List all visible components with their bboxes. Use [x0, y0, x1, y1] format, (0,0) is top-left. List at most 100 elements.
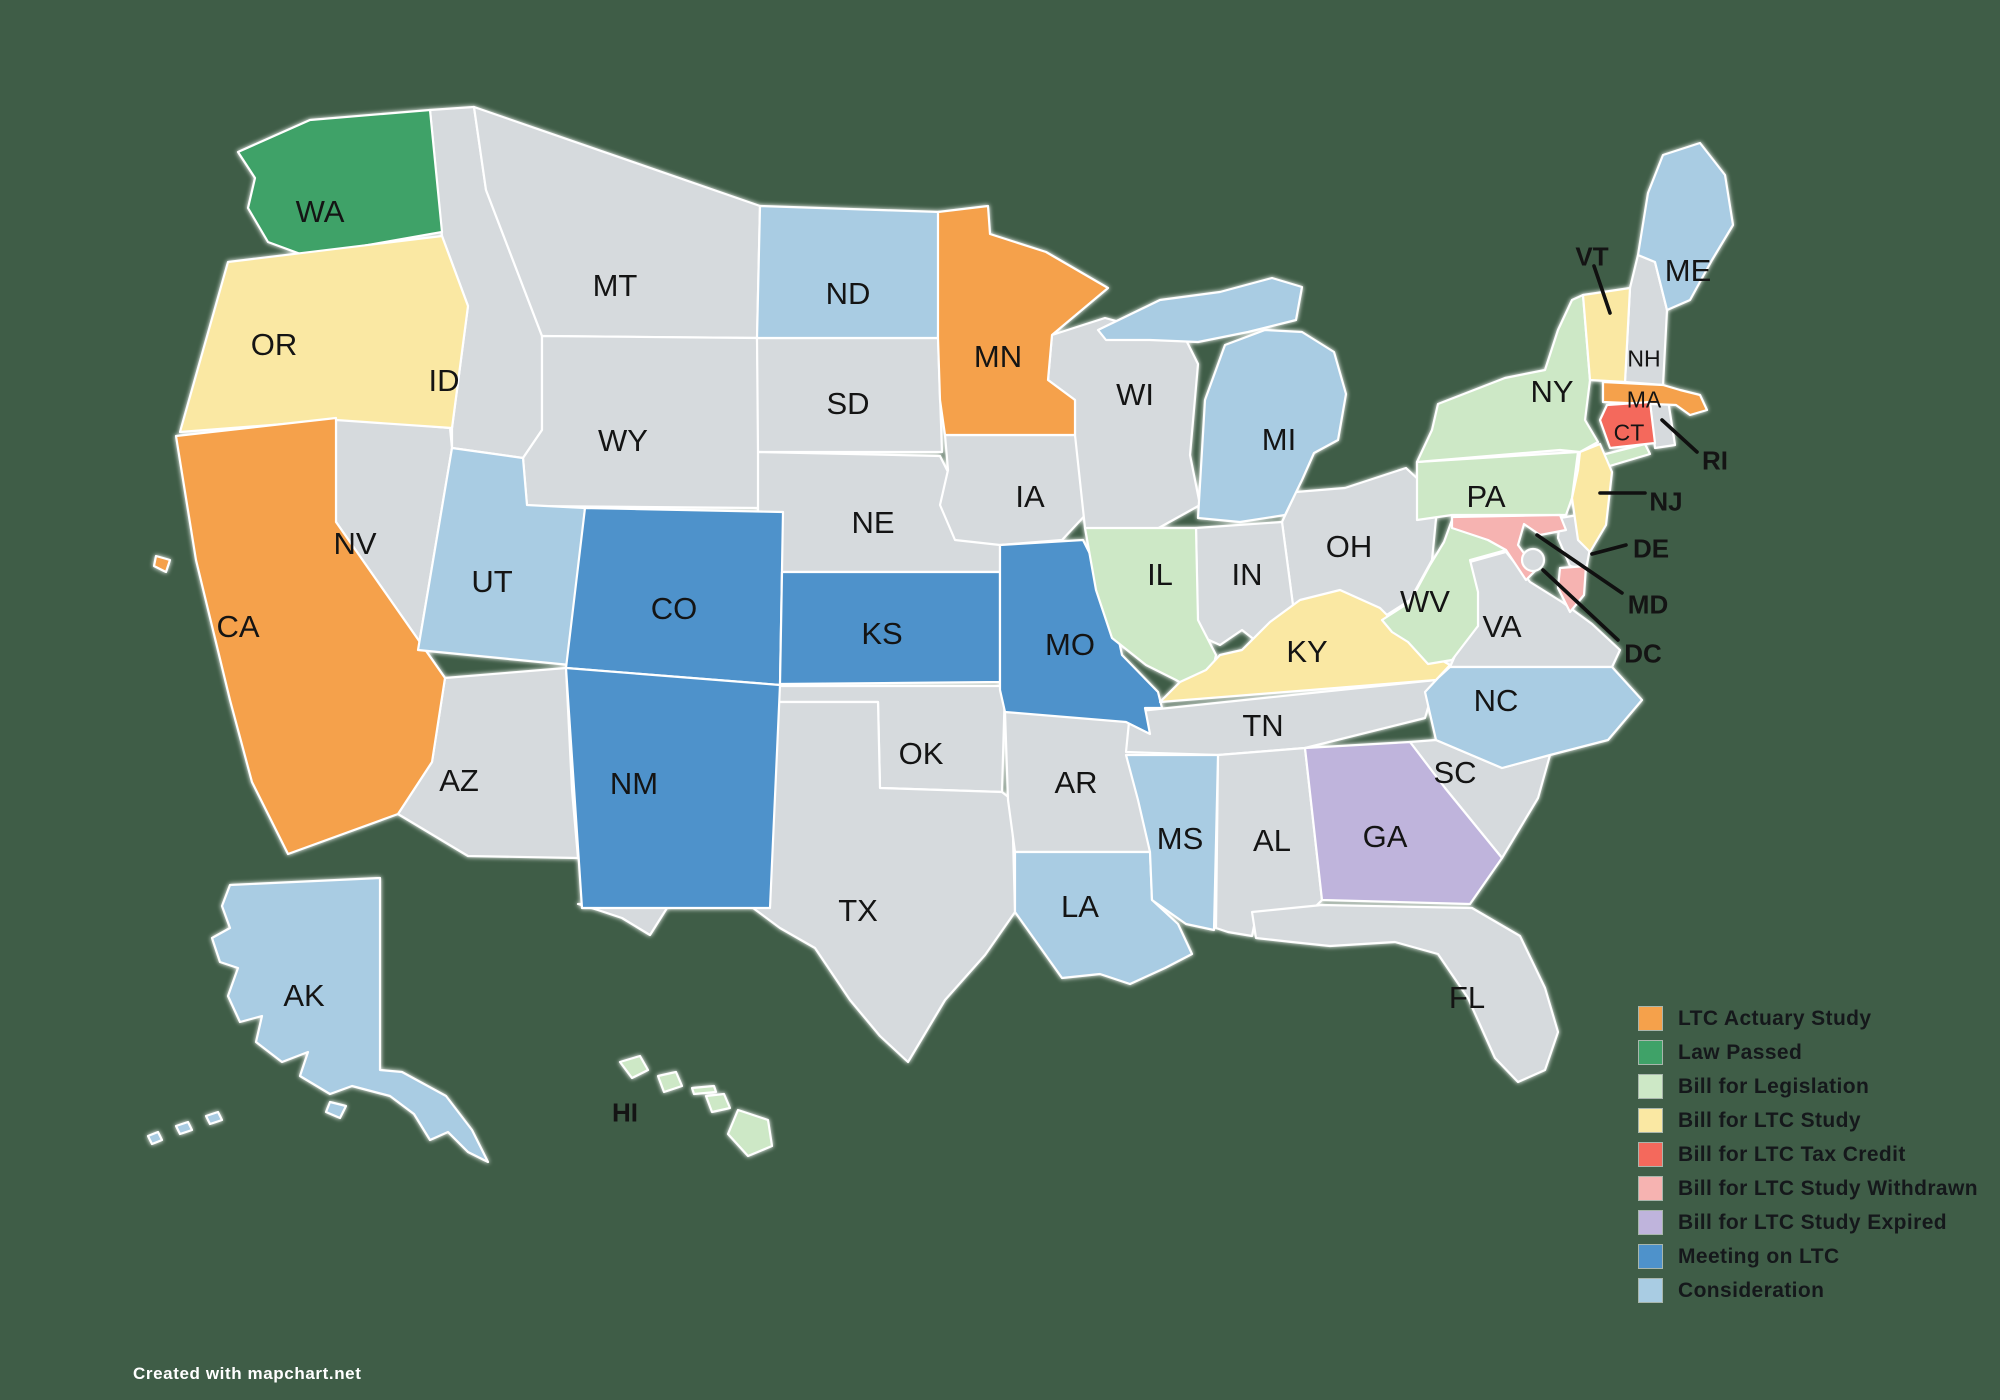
state-label-NC: NC — [1474, 683, 1519, 718]
state-HI[interactable] — [618, 1054, 650, 1080]
state-label-MO: MO — [1045, 627, 1095, 662]
state-MS[interactable] — [1124, 753, 1220, 932]
legend-item-law-passed: Law Passed — [1639, 1041, 1978, 1064]
state-label-WI: WI — [1116, 377, 1154, 412]
state-NC[interactable] — [1423, 665, 1644, 770]
state-labels-layer: ID MT WY NV AZ SD NE IA WI OK TX AR TN AL FL SC VA OH IN NH… — [216, 194, 1728, 1127]
state-label-MS: MS — [1157, 821, 1204, 856]
legend-item-bill-for-ltc-study: Bill for LTC Study — [1639, 1109, 1978, 1132]
legend-item-bill-for-ltc-tax-credit: Bill for LTC Tax Credit — [1639, 1143, 1978, 1166]
state-label-FL: FL — [1449, 980, 1485, 1015]
state-label-ID: ID — [429, 363, 460, 398]
legend-label: Bill for LTC Tax Credit — [1678, 1142, 1906, 1166]
legend-label: Bill for LTC Study Expired — [1678, 1210, 1948, 1234]
state-label-AR: AR — [1054, 765, 1097, 800]
callout-line-DE — [1590, 543, 1628, 556]
state-label-OK: OK — [899, 736, 944, 771]
legend-label: Bill for Legislation — [1678, 1074, 1870, 1098]
state-label-NM: NM — [610, 766, 658, 801]
state-label-MA: MA — [1627, 386, 1662, 412]
legend-swatch-bill-for-ltc-study-expired — [1639, 1211, 1662, 1234]
state-NM[interactable] — [564, 666, 782, 910]
state-label-NY: NY — [1530, 374, 1573, 409]
state-label-GA: GA — [1363, 819, 1408, 854]
state-label-NV: NV — [333, 526, 376, 561]
state-label-RI: RI — [1702, 445, 1728, 475]
legend: LTC Actuary Study Law Passed Bill for Le… — [1639, 1007, 1978, 1313]
state-AK[interactable] — [210, 876, 490, 1164]
state-CT[interactable] — [1598, 400, 1657, 450]
state-label-CO: CO — [651, 591, 698, 626]
state-label-TX: TX — [838, 893, 878, 928]
state-NJ[interactable] — [1570, 442, 1614, 554]
state-label-KS: KS — [861, 616, 902, 651]
state-KY[interactable] — [1158, 588, 1452, 704]
legend-item-consideration: Consideration — [1639, 1279, 1978, 1302]
state-label-WA: WA — [296, 194, 345, 229]
state-label-VT: VT — [1575, 241, 1608, 271]
legend-label: Bill for LTC Study — [1678, 1108, 1861, 1132]
legend-label: Consideration — [1678, 1278, 1825, 1302]
state-label-MD: MD — [1628, 589, 1668, 619]
state-OR[interactable] — [178, 234, 470, 434]
state-AK[interactable] — [204, 1110, 224, 1126]
state-label-DE: DE — [1633, 533, 1669, 563]
state-AK[interactable] — [324, 1100, 348, 1120]
legend-swatch-consideration — [1639, 1279, 1662, 1302]
state-label-PA: PA — [1466, 479, 1505, 514]
states-layer — [146, 105, 1735, 1164]
state-MI[interactable] — [1096, 276, 1304, 344]
state-HI[interactable] — [726, 1108, 774, 1158]
state-label-TN: TN — [1242, 708, 1283, 743]
state-MN[interactable] — [936, 204, 1110, 437]
state-MI[interactable] — [1196, 328, 1348, 524]
legend-swatch-ltc-actuary-study — [1639, 1007, 1662, 1030]
legend-item-ltc-actuary-study: LTC Actuary Study — [1639, 1007, 1978, 1030]
state-label-NJ: NJ — [1649, 486, 1682, 516]
state-AK[interactable] — [174, 1120, 194, 1136]
state-label-KY: KY — [1286, 634, 1327, 669]
legend-label: Law Passed — [1678, 1040, 1803, 1064]
legend-swatch-bill-for-ltc-study — [1639, 1109, 1662, 1132]
state-ND[interactable] — [755, 204, 942, 340]
legend-item-meeting-on-ltc: Meeting on LTC — [1639, 1245, 1978, 1268]
callout-line-DC — [1541, 568, 1620, 642]
state-label-SD: SD — [826, 386, 869, 421]
state-label-AZ: AZ — [439, 763, 479, 798]
state-CA[interactable] — [152, 554, 172, 574]
callout-line-VT — [1592, 264, 1612, 315]
legend-item-bill-for-legislation: Bill for Legislation — [1639, 1075, 1978, 1098]
state-label-NH: NH — [1627, 345, 1660, 371]
legend-label: Bill for LTC Study Withdrawn — [1678, 1176, 1978, 1200]
state-GA[interactable] — [1303, 740, 1504, 906]
state-HI[interactable] — [690, 1084, 718, 1096]
state-AK[interactable] — [146, 1130, 164, 1146]
state-HI[interactable] — [704, 1092, 732, 1114]
state-label-WV: WV — [1400, 584, 1450, 619]
state-WV[interactable] — [1380, 518, 1508, 666]
state-label-ME: ME — [1665, 253, 1712, 288]
legend-label: LTC Actuary Study — [1678, 1006, 1872, 1030]
state-label-MI: MI — [1262, 422, 1296, 457]
legend-swatch-law-passed — [1639, 1041, 1662, 1064]
state-NY[interactable] — [1415, 293, 1600, 464]
state-label-IN: IN — [1232, 557, 1263, 592]
state-label-IL: IL — [1147, 557, 1173, 592]
state-CA[interactable] — [174, 416, 447, 856]
legend-swatch-bill-for-ltc-tax-credit — [1639, 1143, 1662, 1166]
callout-lines-layer — [1535, 264, 1699, 642]
state-label-AL: AL — [1253, 823, 1291, 858]
callout-line-RI — [1660, 418, 1699, 454]
callout-line-MD — [1535, 533, 1624, 595]
legend-swatch-bill-for-legislation — [1639, 1075, 1662, 1098]
state-label-UT: UT — [471, 564, 512, 599]
state-label-IA: IA — [1015, 479, 1045, 514]
state-WY[interactable] — [521, 334, 762, 510]
state-DC[interactable] — [1520, 547, 1546, 573]
state-WA[interactable] — [236, 108, 444, 258]
state-FL[interactable] — [1250, 903, 1560, 1084]
state-ME[interactable] — [1636, 141, 1735, 312]
state-HI[interactable] — [656, 1070, 684, 1094]
